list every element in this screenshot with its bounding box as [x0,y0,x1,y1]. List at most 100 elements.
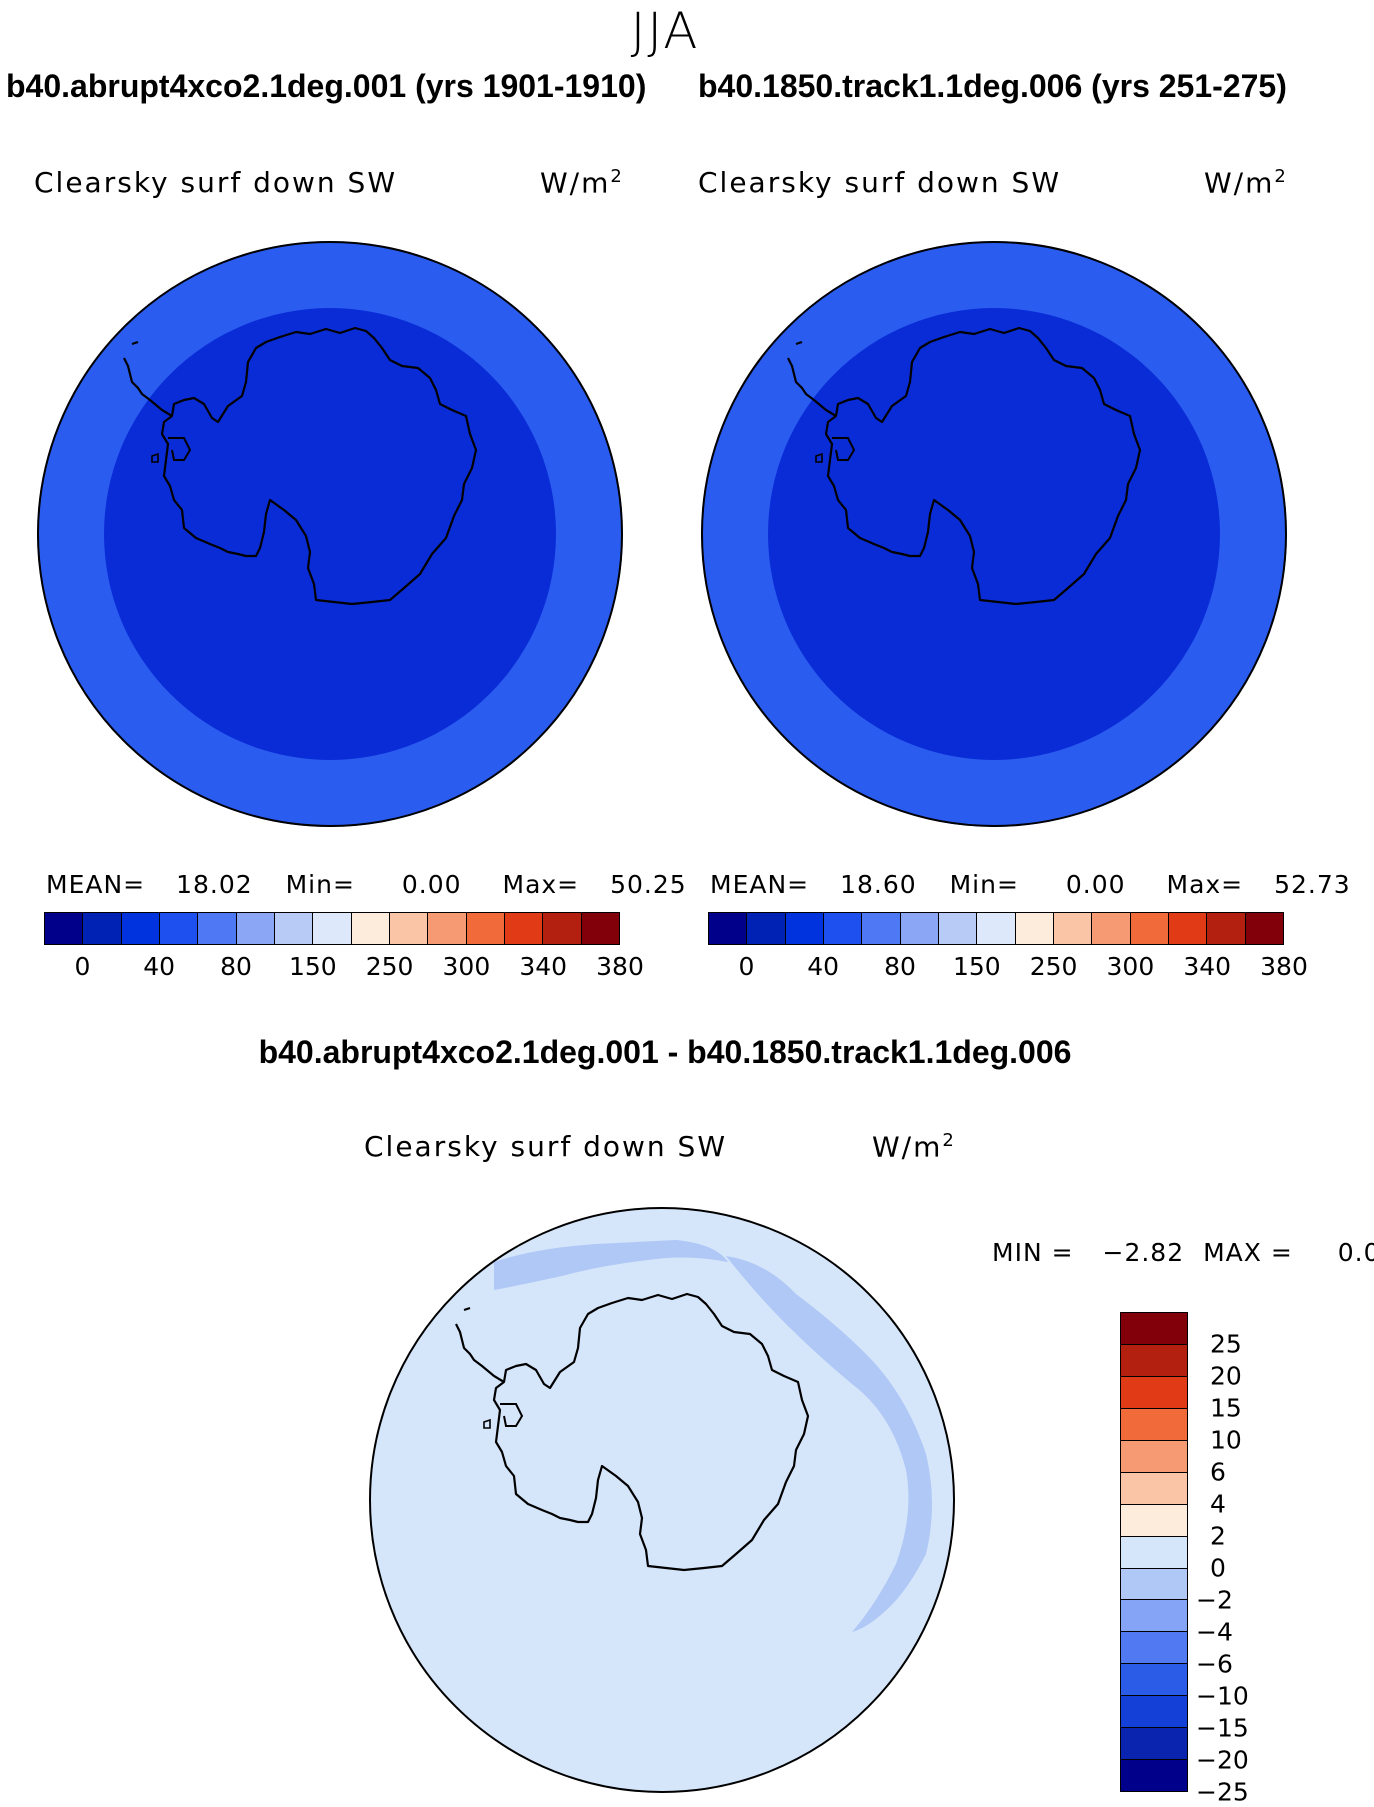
colorbar-tick-label: −2 [1196,1585,1233,1615]
difference-polar-map [369,1207,955,1793]
colorbar-tick-label: −10 [1196,1681,1249,1711]
panel-2-mean-label: MEAN= [710,870,810,899]
antarctica-coastline [824,326,1142,606]
negative-band-top [494,1240,728,1290]
colorbar-swatch [581,913,619,944]
south-america-tip [375,1357,384,1369]
colorbar-tick-label: 0 [1210,1553,1226,1583]
colorbar-tick-label: 10 [1210,1425,1242,1455]
antarctica-coastline [160,326,478,606]
panel-2-case-title: b40.1850.track1.1deg.006 (yrs 251-275) [698,68,1287,104]
colorbar-swatch [1121,1728,1187,1761]
map-border [37,241,623,827]
antarctica-coastline [492,1292,810,1572]
colorbar-tick-label: −15 [1196,1713,1249,1743]
panel-2-variable-label: Clearsky surf down SW [698,166,1062,199]
colorbar-swatch [351,913,390,944]
colorbar-tick-label: −4 [1196,1617,1233,1647]
south-america-tip [707,391,716,403]
ice-shelf-outline [500,1403,524,1427]
colorbar-swatch [1121,1472,1187,1505]
colorbar-swatch [709,913,748,944]
inner-region [104,308,556,760]
panel-1-polar-map [37,241,623,827]
colorbar-swatch [1121,1376,1187,1409]
ice-shelf-outline [832,437,856,461]
colorbar-swatch [1168,913,1208,944]
colorbar-swatch [1092,913,1131,944]
difference-min-value: −2.82 [1102,1238,1185,1267]
colorbar-swatch [428,913,467,944]
antarctic-peninsula-coastline [455,1323,505,1383]
panel-2-stats: MEAN= 18.60 Min= 0.00 Max= 52.73 [710,870,1351,899]
panel-1-colorbar [44,912,620,945]
background-region [369,1207,955,1793]
colorbar-swatch [1121,1504,1187,1537]
colorbar-tick-label: 4 [1210,1489,1226,1519]
colorbar-swatch [900,913,939,944]
colorbar-swatch [1121,1632,1187,1665]
panel-2-min-value: 0.00 [1065,870,1126,899]
colorbar-swatch [83,913,122,944]
colorbar-swatch [785,913,824,944]
difference-colorbar [1120,1312,1188,1792]
colorbar-swatch [1245,913,1283,944]
colorbar-swatch [198,913,237,944]
island-outline [131,341,139,345]
colorbar-swatch [977,913,1016,944]
season-title: JJA [630,2,700,60]
panel-1-case-title: b40.abrupt4xco2.1deg.001 (yrs 1901-1910) [6,68,647,104]
panel-1-min-label: Min= [285,870,355,899]
panel-2-max-value: 52.73 [1274,870,1351,899]
negative-band-east [726,1256,932,1632]
colorbar-swatch [45,913,84,944]
panel-1-max-label: Max= [502,870,580,899]
ice-shelf-outline [168,437,192,461]
colorbar-swatch [1121,1313,1187,1345]
colorbar-swatch [466,913,505,944]
colorbar-swatch [1130,913,1169,944]
colorbar-swatch [1121,1600,1187,1633]
island-outline [815,452,823,463]
colorbar-tick-label: 80 [220,952,252,981]
colorbar-swatch [236,913,275,944]
colorbar-tick-label: 20 [1210,1361,1242,1391]
map-border [369,1207,955,1793]
panel-1-units-label: W/m2 [540,166,624,200]
colorbar-swatch [121,913,160,944]
colorbar-swatch [823,913,863,944]
panel-1-variable-label: Clearsky surf down SW [34,166,398,199]
colorbar-swatch [313,913,352,944]
colorbar-tick-label: 300 [1106,952,1155,981]
colorbar-swatch [1121,1536,1187,1569]
colorbar-swatch [1121,1440,1187,1473]
colorbar-tick-label: 2 [1210,1521,1226,1551]
panel-1-max-value: 50.25 [610,870,687,899]
panel-2-polar-map [701,241,1287,827]
panel-2-colorbar-labels: 0 40 80 150 250 300 340 380 [708,952,1307,986]
panel-1-mean-label: MEAN= [46,870,146,899]
colorbar-tick-label: 340 [1183,952,1232,981]
panel-1-mean-value: 18.02 [176,870,253,899]
colorbar-swatch [1121,1696,1187,1729]
colorbar-tick-label: 150 [952,952,1001,981]
colorbar-tick-label: 25 [1210,1329,1242,1359]
colorbar-tick-label: 300 [442,952,491,981]
colorbar-swatch [1121,1760,1187,1792]
panel-2-min-label: Min= [949,870,1019,899]
colorbar-tick-label: 6 [1210,1457,1226,1487]
difference-max-value: 0.00 [1337,1238,1374,1267]
difference-title: b40.abrupt4xco2.1deg.001 - b40.1850.trac… [258,1034,1072,1070]
panel-1-min-value: 0.00 [401,870,462,899]
panel-1-colorbar-labels: 0 40 80 150 250 300 340 380 [44,952,643,986]
colorbar-tick-label: 340 [519,952,568,981]
colorbar-tick-label: −25 [1196,1777,1249,1807]
panel-2-max-label: Max= [1166,870,1244,899]
colorbar-tick-label: 40 [143,952,176,981]
panel-2-mean-value: 18.60 [840,870,917,899]
colorbar-swatch [543,913,582,944]
panel-1-stats: MEAN= 18.02 Min= 0.00 Max= 50.25 [46,870,687,899]
colorbar-tick-label: 150 [288,952,337,981]
colorbar-swatch [1121,1408,1187,1441]
colorbar-tick-label: 15 [1210,1393,1242,1423]
